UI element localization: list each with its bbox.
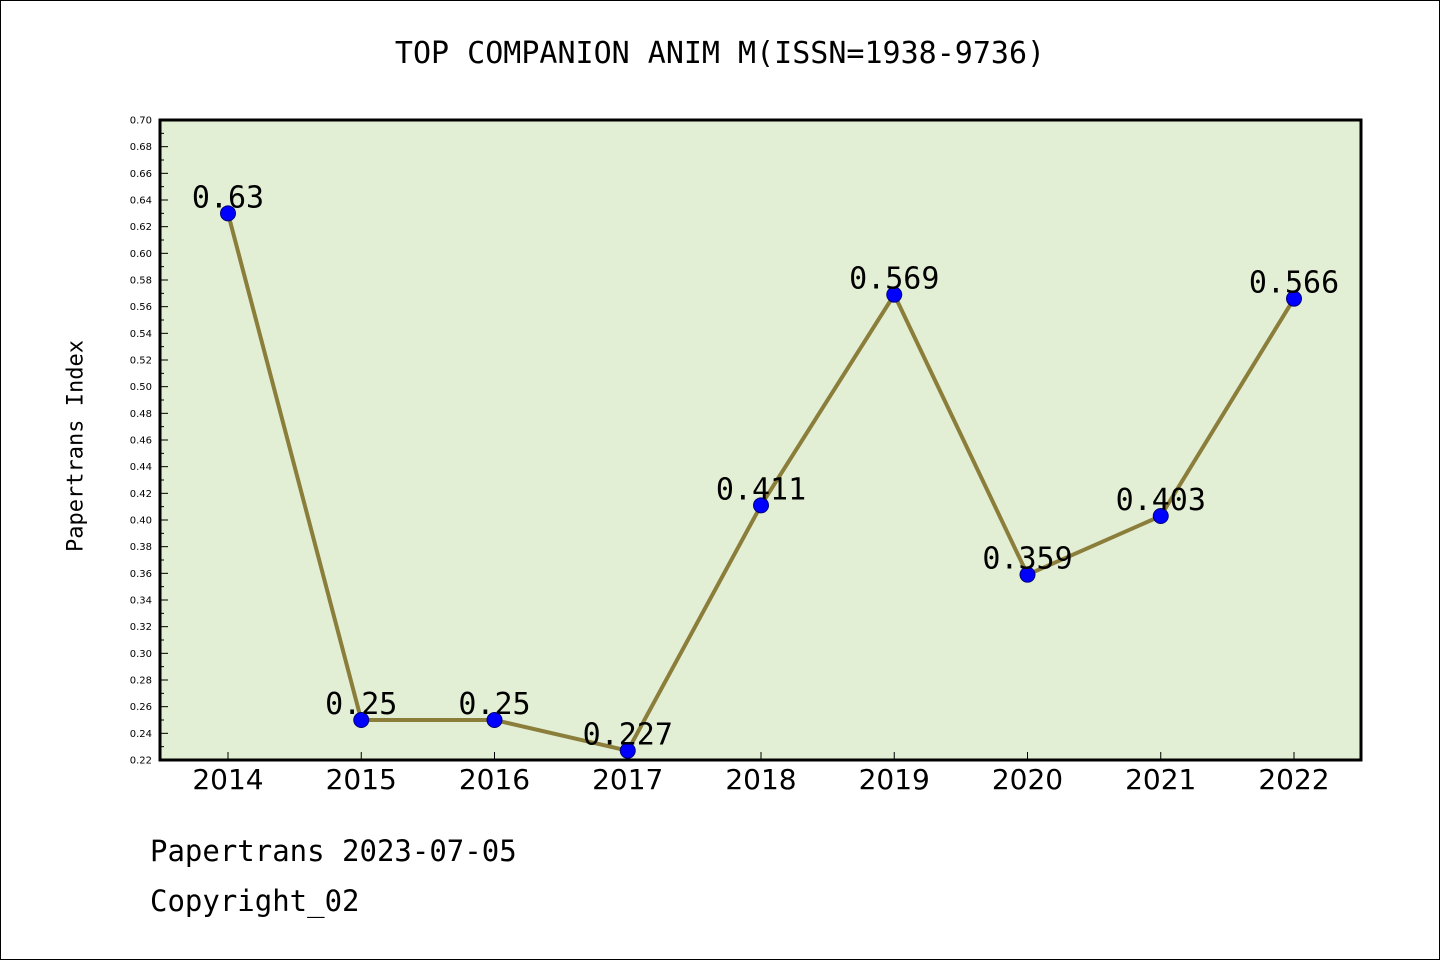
y-tick-label: 0.34	[130, 596, 152, 607]
y-tick-label: 0.26	[130, 702, 152, 713]
x-tick-label: 2020	[992, 763, 1063, 796]
x-tick-label: 2021	[1125, 763, 1196, 796]
data-point	[619, 742, 636, 759]
data-label: 0.25	[458, 687, 530, 722]
y-tick-label: 0.30	[130, 649, 152, 660]
data-point	[220, 205, 236, 222]
y-tick-label: 0.36	[130, 569, 152, 580]
y-tick-label: 0.50	[130, 382, 152, 393]
data-point	[886, 286, 903, 303]
data-label: 0.63	[192, 180, 264, 215]
x-axis: 2014 2015 2016 2017 2018 2019 2020 2021 2022	[192, 752, 1330, 796]
y-tick-label: 0.66	[130, 169, 152, 180]
plot-border	[158, 118, 1363, 762]
x-tick-label: 2014	[192, 763, 263, 796]
y-tick-label: 0.68	[130, 142, 152, 153]
y-tick-label: 0.70	[130, 116, 152, 127]
data-point	[486, 712, 503, 728]
y-tick-label: 0.48	[130, 409, 152, 420]
y-axis: 0.22 0.24 0.26 0.28 0.30 0.32 0.34 0.36 0.38 0.40…	[130, 116, 168, 767]
data-point	[1019, 566, 1036, 583]
y-tick-label: 0.22	[130, 756, 152, 767]
data-label: 0.411	[716, 472, 806, 507]
series: 0.63 0.25 0.25 0.227 0.411 0.569 0.359 0.403 0.5…	[192, 180, 1339, 759]
y-tick-label: 0.46	[130, 436, 152, 447]
data-label: 0.566	[1249, 266, 1339, 301]
data-label: 0.569	[849, 262, 939, 297]
y-tick-label: 0.62	[130, 222, 152, 233]
footer-date: Papertrans 2023-07-05	[150, 834, 517, 868]
y-tick-label: 0.40	[130, 516, 152, 527]
data-point	[753, 497, 769, 514]
x-tick-label: 2016	[459, 763, 530, 796]
y-tick-label: 0.58	[130, 276, 152, 287]
data-label: 0.25	[325, 687, 397, 722]
y-tick-label: 0.28	[130, 676, 152, 687]
y-tick-label: 0.52	[130, 356, 152, 367]
x-tick-label: 2018	[725, 763, 796, 796]
data-label: 0.227	[583, 718, 673, 753]
y-tick-label: 0.44	[130, 462, 152, 473]
data-point	[1152, 508, 1169, 524]
y-tick-label: 0.24	[130, 729, 152, 740]
data-label: 0.403	[1116, 483, 1206, 518]
plot-area	[160, 120, 1361, 760]
y-tick-label: 0.64	[130, 196, 152, 207]
x-tick-label: 2019	[859, 763, 930, 796]
y-tick-label: 0.56	[130, 302, 152, 313]
chart-title: TOP COMPANION ANIM M(ISSN=1938-9736)	[394, 36, 1046, 71]
y-tick-label: 0.54	[130, 329, 152, 340]
footer-copyright: Copyright_02	[150, 884, 360, 918]
x-tick-label: 2017	[592, 763, 663, 796]
data-label: 0.359	[982, 542, 1072, 577]
x-tick-label: 2022	[1258, 763, 1329, 796]
y-tick-label: 0.32	[130, 622, 152, 633]
data-point	[353, 712, 370, 728]
y-tick-label: 0.38	[130, 542, 152, 553]
x-tick-label: 2015	[326, 763, 397, 796]
y-tick-label: 0.42	[130, 489, 152, 500]
data-point	[1286, 290, 1302, 307]
y-tick-label: 0.60	[130, 249, 152, 260]
